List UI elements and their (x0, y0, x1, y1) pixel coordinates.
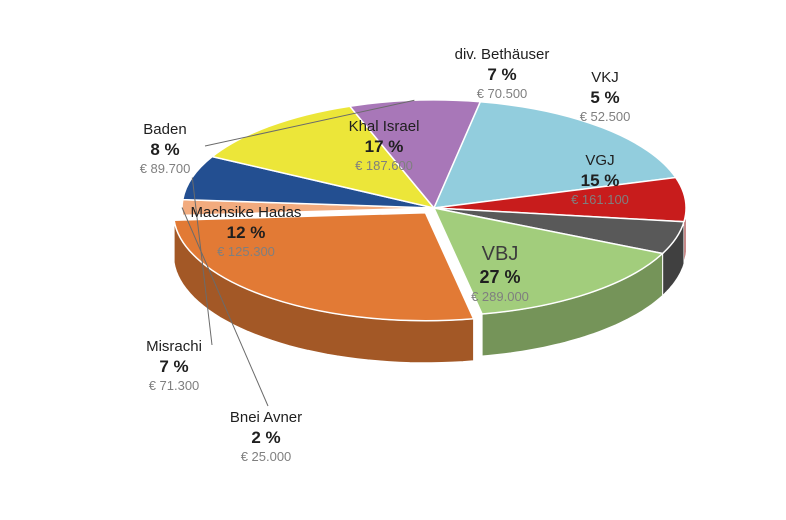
slice-khal-israel (432, 101, 678, 209)
slice-name-misrachi: Misrachi (146, 338, 202, 355)
slice-amount-div-bethaeuser: € 70.500 (476, 85, 528, 101)
slice-percent-vbj: 27 % (479, 267, 521, 287)
slice-name-div-bethaeuser: div. Bethäuser (454, 46, 550, 63)
slice-vgj (432, 206, 665, 315)
leader-line-baden (204, 99, 415, 147)
slice-amount-vgj: € 161.100 (571, 191, 629, 207)
label-div-bethaeuser: div. Bethäuser 7 % € 70.500 (455, 47, 550, 100)
slice-amount-vbj: € 289.000 (471, 288, 529, 304)
slice-name-vgj: VGJ (585, 152, 615, 169)
slice-name-vkj: VKJ (591, 69, 619, 86)
leader-line-bnei-avner (181, 207, 269, 407)
slice-machsike-hadas (210, 105, 436, 210)
slice-amount-bnei-avner: € 25.000 (240, 448, 292, 464)
slice-amount-vkj: € 52.500 (579, 108, 631, 124)
slice-vbj (173, 211, 475, 322)
label-vkj: VKJ 5 % € 52.500 (580, 70, 631, 123)
slice-name-bnei-avner: Bnei Avner (229, 409, 303, 426)
slice-name-machsike-hadas: Machsike Hadas (190, 204, 302, 221)
slice-percent-baden: 8 % (150, 139, 180, 159)
label-misrachi: Misrachi 7 % € 71.300 (146, 339, 202, 392)
slice-percent-misrachi: 7 % (159, 356, 189, 376)
slice-name-baden: Baden (143, 121, 187, 138)
slice-amount-machsike-hadas: € 125.300 (217, 243, 275, 259)
label-khal-israel: Khal Israel 17 % € 187.600 (349, 119, 420, 172)
label-baden: Baden 8 % € 89.700 (140, 122, 191, 175)
slice-name-vbj: VBJ (481, 243, 519, 265)
slice-amount-baden: € 89.700 (139, 160, 191, 176)
label-bnei-avner: Bnei Avner 2 % € 25.000 (230, 410, 302, 463)
slice-name-khal-israel: Khal Israel (348, 118, 420, 135)
label-machsike-hadas: Machsike Hadas 12 % € 125.300 (191, 205, 302, 258)
slice-percent-vgj: 15 % (580, 170, 620, 190)
slice-amount-khal-israel: € 187.600 (355, 157, 413, 173)
leader-line-misrachi (191, 177, 213, 346)
slice-amount-misrachi: € 71.300 (148, 377, 200, 393)
slice-percent-bnei-avner: 2 % (251, 427, 281, 447)
label-vgj: VGJ 15 % € 161.100 (571, 153, 629, 206)
slice-percent-div-bethaeuser: 7 % (487, 64, 517, 84)
slice-percent-khal-israel: 17 % (364, 136, 404, 156)
slice-percent-machsike-hadas: 12 % (226, 222, 266, 242)
slice-percent-vkj: 5 % (590, 87, 620, 107)
label-vbj: VBJ 27 % € 289.000 (471, 244, 529, 304)
